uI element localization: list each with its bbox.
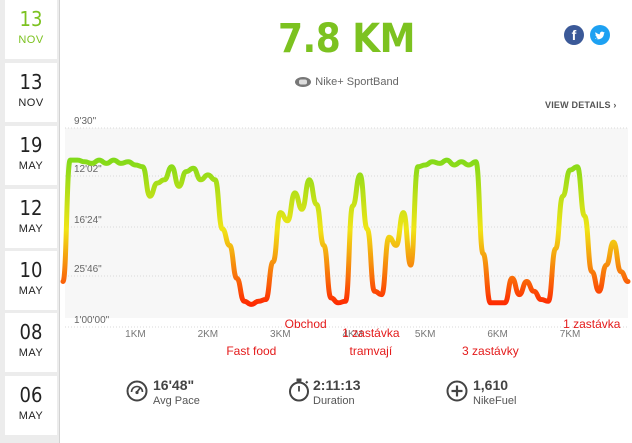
speedometer-icon [126, 380, 148, 407]
date-month: MAY [18, 410, 44, 422]
nikefuel-label: NikeFuel [473, 395, 517, 407]
x-axis-tick-labels: 1KM 2KM 3KM 4KM 5KM 6KM 7KM [125, 329, 580, 340]
date-tile-may-08[interactable]: 08 MAY [5, 313, 57, 372]
chart-gridlines [65, 127, 628, 328]
nikefuel-value: 1,610 [473, 377, 509, 393]
pace-chart: 9'30" 12'02" 16'24" 25'46" 1'00'00" 1KM 2KM 3K… [60, 116, 631, 358]
date-month: MAY [18, 285, 44, 297]
x-tick-label: 7KM [560, 329, 581, 340]
avg-pace-value: 16'48" [153, 377, 195, 393]
sportband-icon [294, 76, 312, 91]
date-day: 13 [19, 70, 43, 94]
date-day: 06 [19, 383, 43, 407]
twitter-share-icon[interactable] [590, 25, 610, 45]
date-day: 12 [19, 196, 43, 220]
chart-annotation: tramvají [350, 344, 393, 358]
x-tick-label: 1KM [125, 329, 146, 340]
duration-value: 2:11:13 [313, 377, 361, 393]
y-tick-label: 16'24" [74, 215, 102, 226]
y-tick-label: 12'02" [74, 164, 102, 175]
facebook-share-icon[interactable]: f [564, 25, 584, 45]
view-details-link[interactable]: VIEW DETAILS › [545, 100, 617, 110]
date-tile-may-06[interactable]: 06 MAY [5, 376, 57, 435]
nikefuel-plus-icon [446, 380, 468, 407]
chart-annotation: Fast food [226, 344, 276, 358]
duration-label: Duration [313, 395, 355, 407]
y-tick-label: 9'30" [74, 116, 97, 127]
device-row: Nike+ SportBand [60, 76, 632, 91]
date-month: MAY [18, 160, 44, 172]
date-sidebar: 13 NOV 13 NOV 19 MAY 12 MAY 10 MAY 08 MA… [0, 0, 59, 443]
date-day: 13 [19, 7, 43, 31]
run-distance: 7.8 KM [278, 16, 415, 62]
date-month: MAY [18, 223, 44, 235]
chart-annotations: Fast food Obchod 1 zastávka tramvají 3 zastá… [226, 317, 620, 358]
y-axis-tick-labels: 9'30" 12'02" 16'24" 25'46" 1'00'00" [74, 116, 110, 326]
chart-annotation: 3 zastávky [462, 344, 519, 358]
y-tick-label: 25'46" [74, 264, 102, 275]
date-month: MAY [18, 347, 44, 359]
run-detail-panel: 7.8 KM Nike+ SportBand f VIEW DETAILS › … [59, 0, 632, 443]
date-tile-nov-13[interactable]: 13 NOV [5, 63, 57, 122]
device-name: Nike+ SportBand [315, 76, 399, 88]
chart-annotation: 1 zastávka [342, 326, 400, 340]
date-month: NOV [18, 34, 44, 46]
date-month: NOV [18, 97, 44, 109]
date-tile-may-12[interactable]: 12 MAY [5, 189, 57, 248]
date-tile-may-19[interactable]: 19 MAY [5, 126, 57, 185]
x-tick-label: 4KM [342, 329, 363, 340]
facebook-glyph: f [571, 27, 577, 43]
x-tick-label: 2KM [198, 329, 219, 340]
chart-annotation: 1 zastávka [563, 317, 621, 331]
date-day: 10 [19, 258, 43, 282]
date-tile-nov-13-selected[interactable]: 13 NOV [5, 0, 57, 59]
date-day: 19 [19, 133, 43, 157]
x-tick-label: 3KM [270, 329, 291, 340]
pace-series-line [60, 157, 631, 307]
x-tick-label: 6KM [487, 329, 508, 340]
date-day: 08 [19, 320, 43, 344]
stopwatch-icon [288, 378, 310, 407]
y-tick-label: 1'00'00" [74, 315, 110, 326]
date-tile-may-10[interactable]: 10 MAY [5, 251, 57, 310]
avg-pace-label: Avg Pace [153, 395, 200, 407]
x-tick-label: 5KM [415, 329, 436, 340]
chart-annotation: Obchod [285, 317, 327, 331]
